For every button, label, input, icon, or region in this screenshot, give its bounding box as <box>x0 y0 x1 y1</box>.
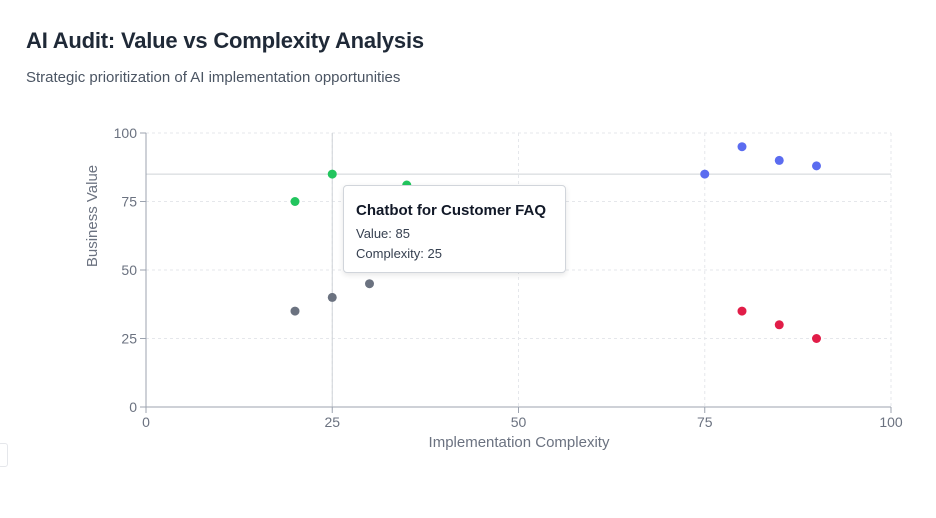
tooltip-value-line: Value: 85 <box>356 226 410 241</box>
data-point <box>327 169 337 179</box>
y-tick-label: 100 <box>114 125 138 141</box>
x-tick-label: 100 <box>879 414 903 430</box>
y-axis-title: Business Value <box>84 165 101 267</box>
data-point <box>737 142 747 152</box>
chart-ticks: 0 25 50 75 100 0 25 50 75 100 <box>114 125 903 430</box>
y-tick-label: 50 <box>121 262 137 278</box>
x-tick-label: 50 <box>511 414 527 430</box>
y-tick-label: 75 <box>121 194 137 210</box>
chart-tooltip: Chatbot for Customer FAQ Value: 85 Compl… <box>343 185 566 273</box>
side-panel-handle[interactable] <box>0 443 8 467</box>
x-tick-label: 25 <box>324 414 340 430</box>
data-point <box>365 279 374 289</box>
data-point <box>700 169 710 179</box>
data-point <box>290 306 300 316</box>
x-axis-title: Implementation Complexity <box>429 434 610 451</box>
chart-crosshair <box>146 133 891 407</box>
data-point <box>774 155 784 165</box>
data-point <box>812 161 821 171</box>
tooltip-title: Chatbot for Customer FAQ <box>356 202 546 219</box>
data-point <box>812 334 821 343</box>
page-title: AI Audit: Value vs Complexity Analysis <box>26 28 424 53</box>
y-tick-label: 25 <box>121 331 137 347</box>
x-tick-label: 0 <box>142 414 150 430</box>
y-tick-label: 0 <box>129 399 137 415</box>
x-tick-label: 75 <box>697 414 713 430</box>
data-point <box>327 292 337 302</box>
tooltip-complexity-line: Complexity: 25 <box>356 246 442 261</box>
data-point <box>774 320 784 330</box>
data-point <box>737 306 747 316</box>
data-point <box>290 197 300 206</box>
page-subtitle: Strategic prioritization of AI implement… <box>26 69 401 86</box>
